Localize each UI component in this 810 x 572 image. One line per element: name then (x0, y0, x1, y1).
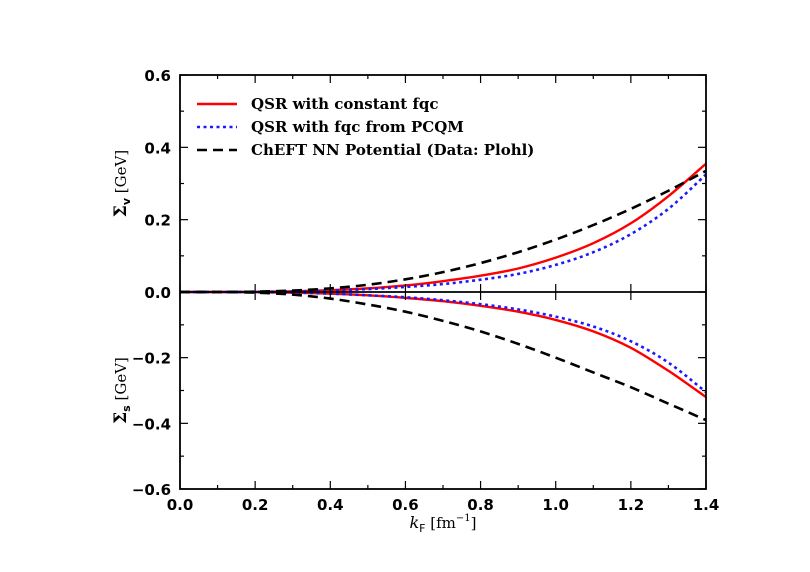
y-tick-label-lower: −0.6 (132, 481, 171, 499)
legend-label-qsr-with-fqc-from-pcqm: QSR with fqc from PCQM (251, 118, 464, 136)
y-axis-label-upper: Σv [GeV] (111, 150, 133, 217)
series-line-upper-qsr-with-fqc-from-pcqm (180, 173, 706, 294)
y-tick-label-lower: −0.4 (132, 415, 171, 433)
series-line-lower-qsr-with-fqc-from-pcqm (180, 290, 706, 394)
series-line-lower-cheft-nn-potential-data-plohl (180, 290, 706, 422)
x-tick-label: 0.6 (392, 496, 419, 514)
x-tick-label: 1.4 (693, 496, 720, 514)
y-tick-label-lower: −0.2 (132, 350, 171, 368)
y-tick-label-upper: 0.0 (144, 284, 171, 302)
legend-label-qsr-with-constant-fqc: QSR with constant fqc (251, 95, 439, 113)
series-line-lower-qsr-with-constant-fqc (180, 290, 706, 399)
x-tick-label: 1.2 (618, 496, 645, 514)
legend: QSR with constant fqc QSR with fqc from P… (197, 95, 534, 159)
x-tick-label: 0.8 (467, 496, 494, 514)
y-tick-label-upper: 0.2 (144, 212, 171, 230)
ticks-layer (179, 74, 707, 490)
x-tick-label: 0.0 (167, 496, 194, 514)
y-tick-label-upper: 0.6 (144, 67, 171, 85)
x-tick-label: 1.0 (542, 496, 569, 514)
x-axis-label: kF [fm−1] (409, 513, 476, 535)
y-axis-label-lower: Σs [GeV] (111, 357, 133, 424)
y-tick-label-upper: 0.4 (144, 139, 171, 157)
x-tick-label: 0.4 (317, 496, 344, 514)
x-tick-label: 0.2 (242, 496, 269, 514)
legend-label-cheft-nn-potential-data-plohl: ChEFT NN Potential (Data: Plohl) (251, 141, 534, 159)
series-line-upper-cheft-nn-potential-data-plohl (180, 169, 706, 294)
labels-layer: 0.0 0.2 0.4 0.6 0.8 1.0 1.2 1.4 0.0 0.2 0.4 0.6 −0.6… (111, 67, 719, 535)
